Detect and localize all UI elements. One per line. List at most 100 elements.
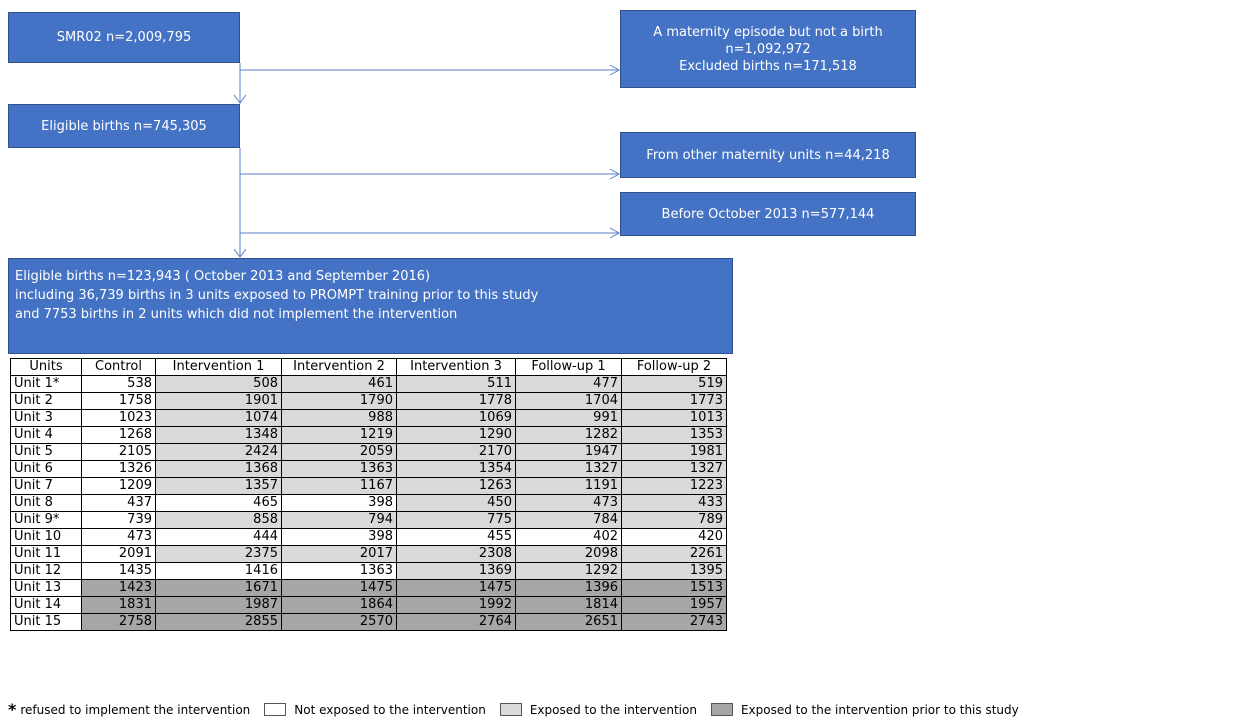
box-text: A maternity episode but not a birth	[653, 24, 883, 40]
table-row: Unit 7 1209 1357 1167 1263 1191 1223	[10, 477, 727, 495]
legend-marker: *	[8, 700, 17, 719]
cell-value: 1416	[155, 562, 282, 580]
cell-value: 1290	[396, 426, 516, 444]
arrow-head	[609, 168, 621, 180]
cell-value: 2017	[281, 545, 397, 563]
cell-value: 1981	[621, 443, 727, 461]
cell-value: 1326	[81, 460, 156, 478]
cell-value: 2764	[396, 613, 516, 631]
row-label: Unit 13	[10, 579, 82, 597]
legend-label: Exposed to the intervention	[529, 702, 697, 717]
cell-value: 784	[515, 511, 622, 529]
cell-value: 1396	[515, 579, 622, 597]
cell-value: 2308	[396, 545, 516, 563]
row-label: Unit 2	[10, 392, 82, 410]
row-label: Unit 6	[10, 460, 82, 478]
cell-value: 2758	[81, 613, 156, 631]
cell-value: 450	[396, 494, 516, 512]
cell-value: 1395	[621, 562, 727, 580]
cell-value: 858	[155, 511, 282, 529]
cell-value: 2091	[81, 545, 156, 563]
table-row: Unit 14 1831 1987 1864 1992 1814 1957	[10, 596, 727, 614]
table-row: Unit 13 1423 1671 1475 1475 1396 1513	[10, 579, 727, 597]
box-text: n=1,092,972	[725, 41, 811, 57]
cell-value: 1363	[281, 562, 397, 580]
cell-value: 2059	[281, 443, 397, 461]
cell-value: 1475	[281, 579, 397, 597]
row-label: Unit 9*	[10, 511, 82, 529]
cell-value: 461	[281, 375, 397, 393]
column-header: Control	[81, 358, 156, 376]
cell-value: 1219	[281, 426, 397, 444]
legend-swatch	[710, 703, 733, 716]
cell-value: 1353	[621, 426, 727, 444]
flow-box: A maternity episode but not a birth n=1,0…	[620, 10, 916, 88]
row-label: Unit 8	[10, 494, 82, 512]
column-header: Follow-up 1	[515, 358, 622, 376]
box-text: including 36,739 births in 3 units expos…	[15, 288, 539, 303]
cell-value: 1069	[396, 409, 516, 427]
cell-value: 473	[81, 528, 156, 546]
cell-value: 511	[396, 375, 516, 393]
cell-value: 2170	[396, 443, 516, 461]
cell-value: 2424	[155, 443, 282, 461]
cell-value: 1704	[515, 392, 622, 410]
row-label: Unit 15	[10, 613, 82, 631]
table-row: Unit 15 2758 2855 2570 2764 2651 2743	[10, 613, 727, 631]
row-label: Unit 12	[10, 562, 82, 580]
cell-value: 988	[281, 409, 397, 427]
cell-value: 2261	[621, 545, 727, 563]
box-text: SMR02 n=2,009,795	[56, 30, 192, 45]
cell-value: 1864	[281, 596, 397, 614]
cell-value: 1074	[155, 409, 282, 427]
cell-value: 739	[81, 511, 156, 529]
cell-value: 433	[621, 494, 727, 512]
cell-value: 1368	[155, 460, 282, 478]
column-header: Follow-up 2	[621, 358, 727, 376]
table-row: Unit 4 1268 1348 1219 1290 1282 1353	[10, 426, 727, 444]
cell-value: 789	[621, 511, 727, 529]
cell-value: 1013	[621, 409, 727, 427]
cell-value: 538	[81, 375, 156, 393]
table-row: Unit 1* 538 508 461 511 477 519	[10, 375, 727, 393]
cell-value: 444	[155, 528, 282, 546]
flow-box: Before October 2013 n=577,144	[620, 192, 916, 236]
row-label: Unit 1*	[10, 375, 82, 393]
flow-box: From other maternity units n=44,218	[620, 132, 916, 178]
legend-swatch	[499, 703, 522, 716]
table-row: Unit 10 473 444 398 455 402 420	[10, 528, 727, 546]
cell-value: 1223	[621, 477, 727, 495]
legend: * refused to implement the intervention No…	[8, 700, 1019, 719]
table-row: Unit 9* 739 858 794 775 784 789	[10, 511, 727, 529]
row-label: Unit 5	[10, 443, 82, 461]
cell-value: 1831	[81, 596, 156, 614]
cell-value: 1992	[396, 596, 516, 614]
cell-value: 1778	[396, 392, 516, 410]
table-row: Unit 5 2105 2424 2059 2170 1947 1981	[10, 443, 727, 461]
arrow-head	[609, 227, 621, 239]
cell-value: 1987	[155, 596, 282, 614]
row-label: Unit 14	[10, 596, 82, 614]
cell-value: 1957	[621, 596, 727, 614]
cell-value: 2570	[281, 613, 397, 631]
cell-value: 2651	[515, 613, 622, 631]
cell-value: 1901	[155, 392, 282, 410]
cell-value: 1327	[515, 460, 622, 478]
flow-box: SMR02 n=2,009,795	[8, 12, 240, 63]
arrow-head	[609, 64, 621, 76]
cell-value: 508	[155, 375, 282, 393]
cell-value: 477	[515, 375, 622, 393]
cell-value: 465	[155, 494, 282, 512]
cell-value: 1209	[81, 477, 156, 495]
cell-value: 437	[81, 494, 156, 512]
column-header: Intervention 1	[155, 358, 282, 376]
box-text: Before October 2013 n=577,144	[661, 206, 875, 222]
cell-value: 775	[396, 511, 516, 529]
cell-value: 1363	[281, 460, 397, 478]
cell-value: 1268	[81, 426, 156, 444]
cell-value: 1357	[155, 477, 282, 495]
cell-value: 398	[281, 528, 397, 546]
cell-value: 1292	[515, 562, 622, 580]
cell-value: 398	[281, 494, 397, 512]
